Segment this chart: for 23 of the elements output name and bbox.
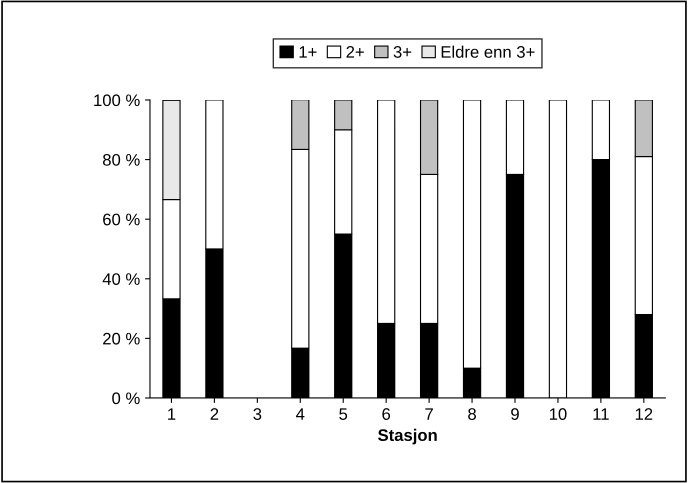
- legend-label: 3+: [394, 46, 412, 58]
- x-tick-label: 2: [210, 408, 218, 420]
- x-tick-label: 4: [296, 408, 304, 420]
- x-axis-title: Stasjon: [378, 428, 437, 444]
- y-tick-label: 0 %: [112, 392, 140, 404]
- x-tick-label: 10: [550, 408, 567, 420]
- y-tick-label: 80 %: [103, 154, 140, 166]
- x-tick-label: 11: [594, 408, 609, 420]
- x-tick-label: 9: [511, 408, 519, 420]
- y-tick-label: 100 %: [94, 94, 140, 106]
- x-tick-label: 8: [468, 408, 476, 420]
- x-tick-label: 3: [253, 408, 262, 420]
- legend-label: Eldre enn 3+: [442, 46, 534, 58]
- legend-label: 2+: [346, 46, 364, 58]
- x-tick-label: 1: [168, 408, 176, 420]
- y-tick-label: 60 %: [103, 214, 140, 226]
- x-tick-label: 12: [636, 408, 652, 420]
- y-tick-label: 20 %: [103, 332, 140, 345]
- x-tick-label: 7: [425, 408, 433, 420]
- x-tick-label: 6: [382, 408, 390, 420]
- x-tick-label: 5: [339, 408, 348, 420]
- y-tick-label: 40 %: [102, 273, 140, 285]
- legend-label: 1+: [300, 46, 316, 58]
